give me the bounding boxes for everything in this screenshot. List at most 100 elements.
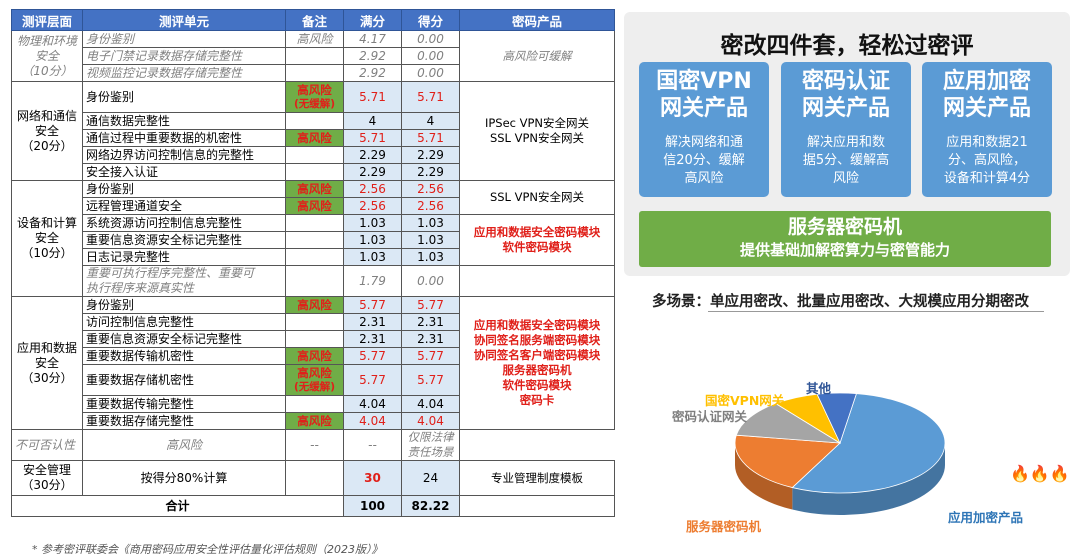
score-cell: 4.04 <box>401 395 460 413</box>
layer-line: （10分） <box>21 63 73 78</box>
score-cell: 1.03 <box>401 248 460 266</box>
note-cell <box>285 47 344 65</box>
table-row: 视频监控记录数据存储完整性 2.92 0.00 <box>12 64 615 82</box>
risk-badge: 高风险 <box>285 197 344 215</box>
unit-cell: 重要数据存储完整性 <box>82 412 286 430</box>
unit-cell: 身份鉴别 <box>82 81 286 113</box>
product-line: 应用和数据安全密码模块 <box>473 225 601 239</box>
unit-cell: 通信过程中重要数据的机密性 <box>82 129 286 147</box>
unit-cell: 重要可执行程序完整性、重要可 执行程序来源真实性 <box>82 265 286 297</box>
layer-line: 应用和数据 <box>16 340 77 355</box>
score-cell: 2.31 <box>401 330 460 348</box>
note-cell <box>285 112 344 130</box>
layer-line: 安全 <box>34 48 59 63</box>
full-cell: 2.29 <box>343 146 402 164</box>
layer-line: 设备和计算 <box>16 216 77 230</box>
total-label: 合计 <box>11 495 344 517</box>
pie-label: 服务器密码机 <box>686 519 762 534</box>
table-row: 安全接入认证 2.29 2.29 <box>12 163 615 181</box>
card-desc-line: 设备和计算4分 <box>943 171 1031 186</box>
layer-mgmt: 安全管理 （30分） <box>11 460 83 496</box>
unit-cell: 日志记录完整性 <box>82 248 286 266</box>
unit-cell: 通信数据完整性 <box>82 112 286 130</box>
full-cell: 4.04 <box>343 412 402 430</box>
card-title-line: 密码认证 <box>801 69 890 94</box>
product-line: 应用和数据安全密码模块 <box>473 318 601 332</box>
layer-line: 网络和通信 <box>16 108 77 123</box>
note-cell: 高风险 <box>82 429 286 461</box>
note-cell <box>285 460 344 496</box>
score-cell: 0.00 <box>401 64 460 82</box>
pie-slice <box>734 434 841 488</box>
note-cell <box>285 163 344 181</box>
scenario-text: 多场景：单应用密改、批量应用密改、大规模应用分期密改 <box>652 294 1029 310</box>
note-cell <box>285 64 344 82</box>
score-cell: 2.56 <box>401 180 460 198</box>
risk-badge: 高风险 <box>285 347 344 365</box>
card-title-line: 网关产品 <box>659 96 748 121</box>
layer-line: （30分） <box>21 370 73 385</box>
product-cell: 专业管理制度模板 <box>459 460 615 496</box>
unit-line: 执行程序来源真实性 <box>86 281 195 295</box>
score-cell: 4 <box>401 112 460 130</box>
product-cell <box>459 265 615 297</box>
layer-line: 安全 <box>34 123 59 138</box>
score-cell: 5.77 <box>401 296 460 314</box>
unit-cell: 重要信息资源安全标记完整性 <box>82 330 286 348</box>
unit-cell: 重要数据传输完整性 <box>82 395 286 413</box>
header-full: 满分 <box>343 9 402 31</box>
pie-label: 国密VPN网关 <box>705 393 785 408</box>
unit-cell: 重要信息资源安全标记完整性 <box>82 231 286 249</box>
layer-device: 设备和计算 安全 （10分） <box>11 180 83 297</box>
layer-physical: 物理和环境 安全 （10分） <box>11 30 83 82</box>
pie-label: 密码认证网关 <box>672 409 748 424</box>
full-cell: 2.92 <box>343 64 402 82</box>
layer-line: 安全管理 <box>22 463 71 477</box>
score-cell: 0.00 <box>401 265 460 297</box>
card-title-line: 国密VPN <box>656 69 752 94</box>
unit-cell: 网络边界访问控制信息的完整性 <box>82 146 286 164</box>
card-desc: 解决网络和通 信20分、缓解 高风险 <box>639 134 769 188</box>
full-cell: 5.71 <box>343 81 402 113</box>
total-full: 100 <box>343 495 402 517</box>
pie-label: 其他 <box>806 381 832 396</box>
note-cell: 高风险 <box>285 30 344 48</box>
pie-slice-side <box>735 443 793 510</box>
full-cell: 1.03 <box>343 231 402 249</box>
table-row: 重要信息资源安全标记完整性 2.31 2.31 <box>12 330 615 348</box>
product-line: 软件密码模块 <box>502 378 572 392</box>
total-row: 合计 100 82.22 <box>11 495 615 517</box>
table-row: 通信过程中重要数据的机密性 高风险 5.71 5.71 <box>12 129 615 147</box>
note-cell <box>285 248 344 266</box>
risk-badge: 高风险 (无缓解) <box>285 364 344 396</box>
risk-label: 高风险 <box>297 366 332 380</box>
score-cell: 2.56 <box>401 197 460 215</box>
layer-line: （30分） <box>21 478 73 492</box>
unit-line: 重要可执行程序完整性、重要可 <box>86 266 255 281</box>
pie-slice <box>735 403 841 444</box>
unit-cell: 电子门禁记录数据存储完整性 <box>82 47 286 65</box>
product-cell <box>459 495 615 517</box>
card-desc-line: 高风险 <box>684 171 724 186</box>
card-auth-gateway: 密码认证 网关产品 解决应用和数 据5分、缓解高 风险 <box>781 62 911 197</box>
unit-cell: 远程管理通道安全 <box>82 197 286 215</box>
full-cell: 2.29 <box>343 163 402 181</box>
full-cell: 2.56 <box>343 180 402 198</box>
product-line: IPSec VPN安全网关 <box>484 116 590 130</box>
card-title: 国密VPN 网关产品 <box>639 68 769 122</box>
layer-line: 安全 <box>34 231 59 245</box>
unit-cell: 按得分80%计算 <box>82 460 286 496</box>
scenario-underline <box>708 311 1044 312</box>
full-cell: 5.77 <box>343 364 402 396</box>
risk-badge: 高风险 <box>285 296 344 314</box>
pie-slice-side <box>792 443 945 515</box>
full-cell: 2.31 <box>343 330 402 348</box>
card-title-line: 网关产品 <box>942 96 1031 121</box>
layer-line: 安全 <box>34 355 59 370</box>
product-cell: SSL VPN安全网关 <box>459 180 615 215</box>
layer-line: 物理和环境 <box>16 33 77 48</box>
header-note: 备注 <box>285 9 344 31</box>
panel-title: 密改四件套，轻松过密评 <box>720 33 974 59</box>
layer-app: 应用和数据 安全 （30分） <box>11 296 83 430</box>
hsm-title: 服务器密码机 <box>787 216 902 238</box>
